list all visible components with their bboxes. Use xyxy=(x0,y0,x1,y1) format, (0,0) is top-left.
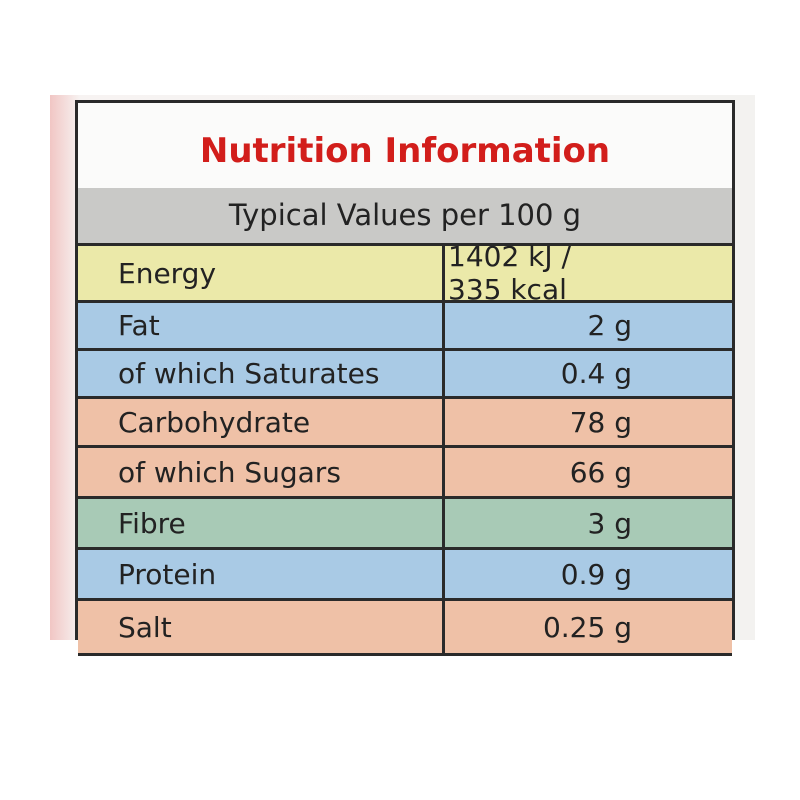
table-row: of which Saturates 0.4 g xyxy=(78,351,732,399)
table-row: Protein 0.9 g xyxy=(78,550,732,601)
subtitle: Typical Values per 100 g xyxy=(78,188,732,246)
value-cell: 0.9 g xyxy=(560,557,632,591)
value-cell: 3 g xyxy=(587,506,633,540)
nutrient-cell: Carbohydrate xyxy=(78,399,445,445)
table: Energy 1402 kJ / 335 kcal Fat 2 g of which S… xyxy=(78,240,732,656)
value-cell: 0.25 g xyxy=(542,610,632,644)
table-row: Energy 1402 kJ / 335 kcal xyxy=(78,240,732,306)
table-row: Fibre 3 g xyxy=(78,499,732,550)
value-cell: 2 g xyxy=(587,309,633,342)
nutrient-cell: of which Sugars xyxy=(78,448,445,496)
nutrient-cell: of which Saturates xyxy=(78,351,445,396)
nutrition-label: Nutrition Information Typical Values per… xyxy=(75,100,735,656)
nutrient-cell: Fat xyxy=(78,303,445,348)
nutrient-cell: Fibre xyxy=(78,499,445,547)
table-row: of which Sugars 66 g xyxy=(78,448,732,499)
table-row: Fat 2 g xyxy=(78,303,732,351)
nutrient-cell: Energy xyxy=(78,246,445,300)
title: Nutrition Information xyxy=(199,131,611,171)
value-cell: 0.4 g xyxy=(560,357,632,390)
table-row: Salt 0.25 g xyxy=(78,601,732,656)
nutrient-cell: Salt xyxy=(78,601,445,653)
table-row: Carbohydrate 78 g xyxy=(78,399,732,448)
value-cell: 78 g xyxy=(569,405,632,439)
value-cell: 66 g xyxy=(569,455,632,489)
nutrient-cell: Protein xyxy=(78,550,445,598)
value-cell: 1402 kJ / 335 kcal xyxy=(448,240,571,306)
